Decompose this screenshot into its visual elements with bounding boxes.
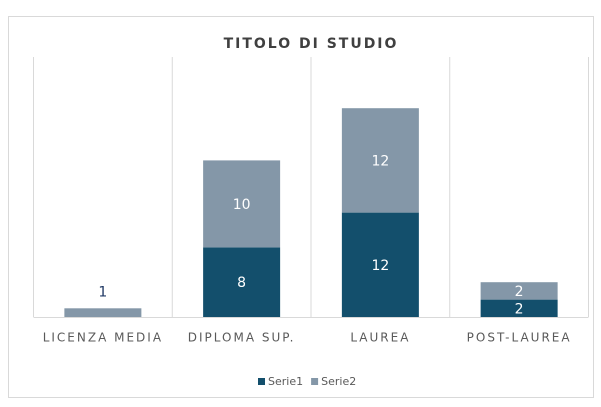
data-label: 12	[371, 258, 389, 274]
data-label: 10	[233, 197, 251, 213]
legend-swatch	[311, 378, 319, 385]
chart-border	[8, 16, 594, 398]
bar-segment	[64, 308, 142, 317]
legend-swatch	[258, 378, 265, 385]
data-label: 12	[371, 153, 389, 169]
bar-segment	[480, 299, 558, 317]
bar-segment	[203, 247, 281, 317]
bar-segment	[203, 160, 281, 248]
bar-segment	[341, 108, 419, 213]
x-tick-label: LAUREA	[350, 331, 410, 345]
legend-label: Serie2	[321, 375, 356, 388]
chart-title: TITOLO DI STUDIO	[224, 36, 399, 52]
bar-segment	[341, 212, 419, 317]
x-tick-label: LICENZA MEDIA	[43, 331, 163, 345]
legend-label: Serie1	[268, 375, 303, 388]
x-tick-label: POST-LAUREA	[467, 331, 572, 345]
x-tick-label: DIPLOMA SUP.	[188, 331, 296, 345]
data-label: 2	[515, 284, 524, 300]
bar-segment	[480, 282, 558, 300]
data-label: 2	[515, 301, 524, 317]
data-label: 8	[237, 275, 246, 291]
data-label: 1	[98, 284, 107, 300]
